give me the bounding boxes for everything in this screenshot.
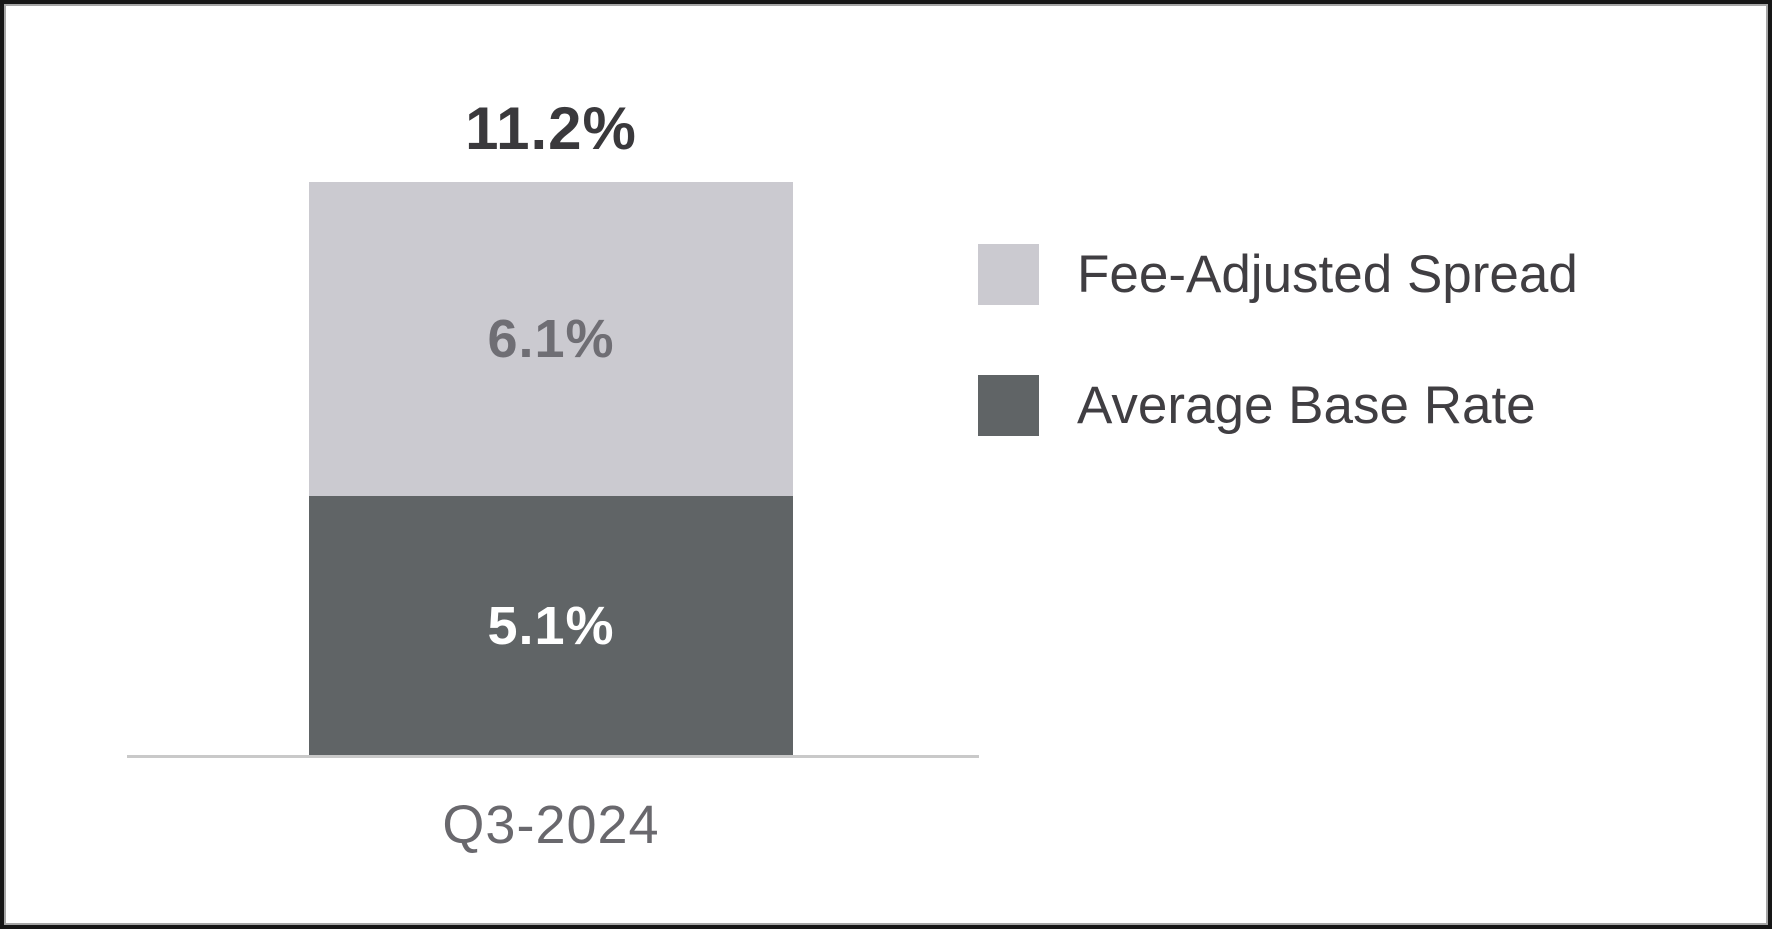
legend-item-fee-adjusted-spread: Fee-Adjusted Spread <box>978 244 1578 305</box>
x-axis-tick-label: Q3-2024 <box>442 795 660 855</box>
segment-value-label-fee-adjusted-spread: 6.1% <box>487 309 615 369</box>
bar-segment-fee-adjusted-spread: 6.1% <box>309 182 793 496</box>
legend-item-average-base-rate: Average Base Rate <box>978 375 1578 436</box>
bar-total-label: 11.2% <box>465 95 637 162</box>
legend-label-average-base-rate: Average Base Rate <box>1077 376 1536 435</box>
legend-swatch-average-base-rate <box>978 375 1039 436</box>
x-axis-line <box>127 755 979 758</box>
bar-segment-average-base-rate: 5.1% <box>309 496 793 755</box>
segment-value-label-average-base-rate: 5.1% <box>487 595 615 656</box>
legend-label-fee-adjusted-spread: Fee-Adjusted Spread <box>1077 245 1578 304</box>
stacked-bar: 6.1% 5.1% <box>309 182 793 755</box>
legend: Fee-Adjusted Spread Average Base Rate <box>978 244 1578 436</box>
legend-swatch-fee-adjusted-spread <box>978 244 1039 305</box>
